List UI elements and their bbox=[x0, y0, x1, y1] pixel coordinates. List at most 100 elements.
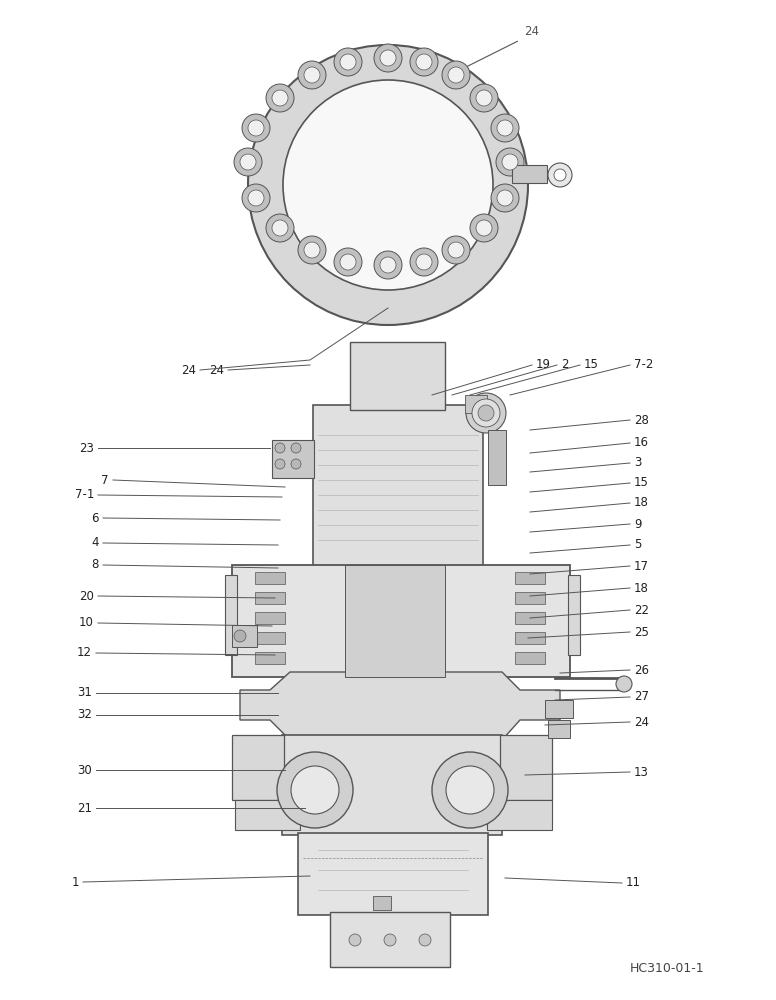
Circle shape bbox=[283, 80, 493, 290]
Circle shape bbox=[491, 114, 519, 142]
Circle shape bbox=[548, 163, 572, 187]
Circle shape bbox=[248, 190, 264, 206]
Circle shape bbox=[272, 220, 288, 236]
Text: 30: 30 bbox=[78, 764, 92, 776]
FancyBboxPatch shape bbox=[515, 572, 545, 584]
FancyBboxPatch shape bbox=[255, 572, 285, 584]
Text: 4: 4 bbox=[92, 536, 99, 550]
FancyBboxPatch shape bbox=[568, 575, 580, 655]
Text: 22: 22 bbox=[634, 603, 649, 616]
FancyBboxPatch shape bbox=[330, 912, 450, 967]
Circle shape bbox=[496, 148, 524, 176]
Text: 13: 13 bbox=[634, 766, 649, 778]
FancyBboxPatch shape bbox=[373, 896, 391, 910]
Text: 16: 16 bbox=[634, 436, 649, 450]
FancyBboxPatch shape bbox=[298, 833, 488, 915]
FancyBboxPatch shape bbox=[313, 405, 483, 580]
Text: 1: 1 bbox=[71, 876, 79, 888]
Circle shape bbox=[476, 90, 492, 106]
Circle shape bbox=[446, 766, 494, 814]
Text: 11: 11 bbox=[626, 876, 641, 890]
Text: 7: 7 bbox=[102, 474, 109, 487]
FancyBboxPatch shape bbox=[487, 800, 552, 830]
Text: 10: 10 bbox=[79, 616, 94, 630]
Circle shape bbox=[410, 248, 438, 276]
Text: 18: 18 bbox=[634, 496, 649, 510]
Circle shape bbox=[277, 752, 353, 828]
Circle shape bbox=[466, 393, 506, 433]
Circle shape bbox=[478, 405, 494, 421]
FancyBboxPatch shape bbox=[515, 652, 545, 664]
Circle shape bbox=[234, 630, 246, 642]
FancyBboxPatch shape bbox=[225, 575, 237, 655]
Text: 20: 20 bbox=[79, 589, 94, 602]
Text: 3: 3 bbox=[634, 456, 642, 470]
Circle shape bbox=[275, 443, 285, 453]
Circle shape bbox=[291, 766, 339, 814]
Circle shape bbox=[340, 254, 356, 270]
Text: 31: 31 bbox=[77, 686, 92, 700]
Text: HC310-01-1: HC310-01-1 bbox=[630, 962, 705, 974]
Circle shape bbox=[419, 934, 431, 946]
Circle shape bbox=[242, 184, 270, 212]
Circle shape bbox=[291, 459, 301, 469]
Text: 9: 9 bbox=[634, 518, 642, 530]
FancyBboxPatch shape bbox=[255, 652, 285, 664]
Polygon shape bbox=[240, 672, 560, 740]
Circle shape bbox=[472, 399, 500, 427]
Text: 18: 18 bbox=[634, 582, 649, 594]
FancyBboxPatch shape bbox=[515, 592, 545, 604]
FancyBboxPatch shape bbox=[235, 800, 300, 830]
Text: 19: 19 bbox=[536, 359, 551, 371]
Text: 26: 26 bbox=[634, 664, 649, 676]
Text: 7-2: 7-2 bbox=[634, 359, 653, 371]
Circle shape bbox=[374, 44, 402, 72]
Circle shape bbox=[416, 254, 432, 270]
FancyBboxPatch shape bbox=[548, 720, 570, 738]
Circle shape bbox=[502, 154, 518, 170]
Text: 24: 24 bbox=[209, 363, 224, 376]
Circle shape bbox=[298, 61, 326, 89]
Circle shape bbox=[448, 67, 464, 83]
Text: 23: 23 bbox=[79, 442, 94, 454]
FancyBboxPatch shape bbox=[232, 735, 284, 800]
Circle shape bbox=[248, 45, 528, 325]
FancyBboxPatch shape bbox=[500, 735, 552, 800]
Circle shape bbox=[380, 257, 396, 273]
FancyBboxPatch shape bbox=[272, 440, 314, 478]
Text: 7-1: 7-1 bbox=[74, 488, 94, 502]
Circle shape bbox=[416, 54, 432, 70]
FancyBboxPatch shape bbox=[545, 700, 573, 718]
Circle shape bbox=[442, 61, 470, 89]
FancyBboxPatch shape bbox=[255, 612, 285, 624]
Text: 8: 8 bbox=[92, 558, 99, 572]
Circle shape bbox=[491, 184, 519, 212]
Text: 2: 2 bbox=[561, 359, 569, 371]
FancyBboxPatch shape bbox=[350, 342, 445, 410]
Text: 24: 24 bbox=[634, 716, 649, 728]
Circle shape bbox=[242, 114, 270, 142]
Text: 28: 28 bbox=[634, 414, 649, 426]
Text: 6: 6 bbox=[92, 512, 99, 524]
Text: 15: 15 bbox=[634, 477, 649, 489]
Circle shape bbox=[442, 236, 470, 264]
Circle shape bbox=[470, 84, 498, 112]
Text: 32: 32 bbox=[77, 708, 92, 722]
Circle shape bbox=[410, 48, 438, 76]
Circle shape bbox=[334, 48, 362, 76]
FancyBboxPatch shape bbox=[232, 565, 570, 677]
Circle shape bbox=[380, 50, 396, 66]
Text: 27: 27 bbox=[634, 690, 649, 704]
Circle shape bbox=[497, 120, 513, 136]
Text: 5: 5 bbox=[634, 538, 642, 552]
FancyBboxPatch shape bbox=[488, 430, 506, 485]
FancyBboxPatch shape bbox=[282, 735, 502, 835]
Circle shape bbox=[384, 934, 396, 946]
Circle shape bbox=[266, 84, 294, 112]
FancyBboxPatch shape bbox=[465, 395, 487, 413]
FancyBboxPatch shape bbox=[515, 612, 545, 624]
Circle shape bbox=[497, 190, 513, 206]
Circle shape bbox=[304, 67, 320, 83]
Circle shape bbox=[272, 90, 288, 106]
Circle shape bbox=[432, 752, 508, 828]
